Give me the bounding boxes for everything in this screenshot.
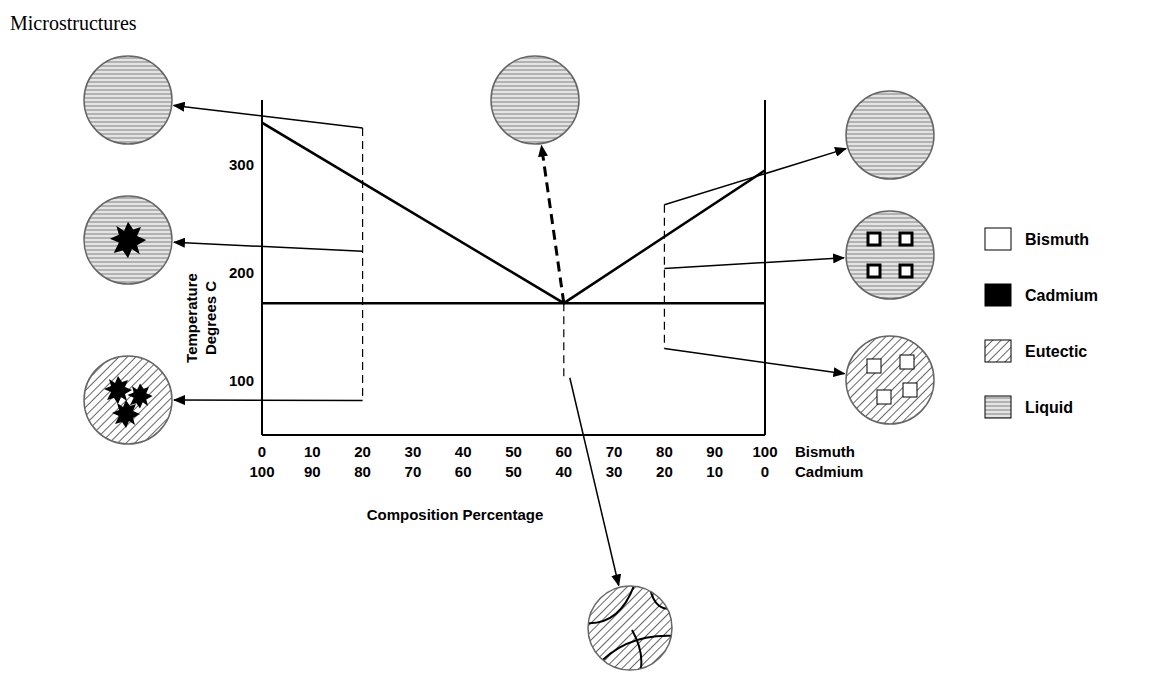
svg-text:60: 60 [555, 443, 572, 460]
svg-text:30: 30 [405, 443, 422, 460]
svg-text:Microstructures: Microstructures [10, 12, 137, 34]
svg-text:60: 60 [455, 463, 472, 480]
svg-text:90: 90 [706, 443, 723, 460]
svg-text:20: 20 [656, 463, 673, 480]
svg-text:100: 100 [752, 443, 777, 460]
svg-text:0: 0 [761, 463, 769, 480]
svg-text:TemperatureDegrees C: TemperatureDegrees C [183, 273, 219, 363]
svg-text:30: 30 [606, 463, 623, 480]
svg-text:10: 10 [304, 443, 321, 460]
svg-text:Cadmium: Cadmium [1025, 287, 1098, 304]
svg-text:100: 100 [249, 463, 274, 480]
svg-text:80: 80 [354, 463, 371, 480]
svg-text:300: 300 [229, 156, 254, 173]
svg-text:90: 90 [304, 463, 321, 480]
svg-text:40: 40 [555, 463, 572, 480]
svg-text:100: 100 [229, 372, 254, 389]
svg-text:Bismuth: Bismuth [795, 443, 855, 460]
svg-text:10: 10 [706, 463, 723, 480]
svg-text:40: 40 [455, 443, 472, 460]
svg-text:200: 200 [229, 264, 254, 281]
svg-text:80: 80 [656, 443, 673, 460]
svg-text:Bismuth: Bismuth [1025, 231, 1089, 248]
svg-text:20: 20 [354, 443, 371, 460]
svg-text:70: 70 [405, 463, 422, 480]
svg-text:Cadmium: Cadmium [795, 463, 863, 480]
svg-text:50: 50 [505, 443, 522, 460]
svg-text:0: 0 [258, 443, 266, 460]
svg-text:70: 70 [606, 443, 623, 460]
svg-text:Eutectic: Eutectic [1025, 343, 1087, 360]
svg-text:Composition Percentage: Composition Percentage [367, 506, 544, 523]
svg-text:50: 50 [505, 463, 522, 480]
svg-text:Liquid: Liquid [1025, 399, 1073, 416]
